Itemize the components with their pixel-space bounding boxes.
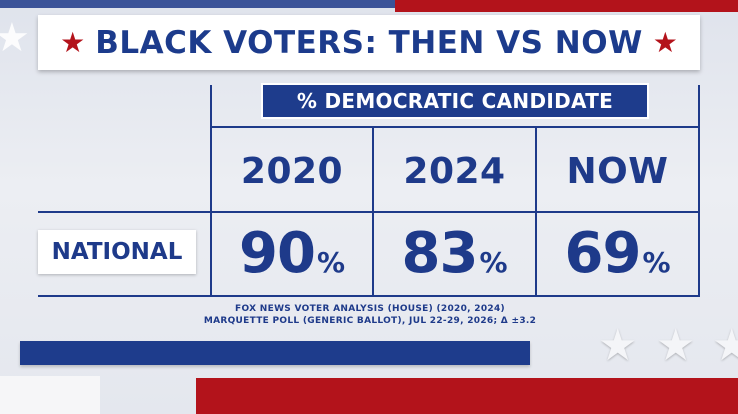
bottom-white-stripe xyxy=(0,376,100,414)
value-unit: % xyxy=(316,246,345,279)
value-unit: % xyxy=(642,246,671,279)
white-star-icon: ★ xyxy=(656,320,696,371)
value-now: 69% xyxy=(537,216,698,292)
bottom-red-stripe xyxy=(196,378,738,414)
column-header-now: NOW xyxy=(566,150,669,192)
top-blue-stripe xyxy=(0,0,395,8)
white-star-icon: ★ xyxy=(0,15,30,61)
row-label-national: NATIONAL xyxy=(38,230,196,274)
grid-line xyxy=(38,211,698,213)
column-group-header: % DEMOCRATIC CANDIDATE xyxy=(261,83,649,119)
grid-line xyxy=(38,295,700,297)
value-number: 83 xyxy=(401,221,479,286)
grid-line xyxy=(698,85,700,297)
title-banner: ★ BLACK VOTERS: THEN VS NOW ★ xyxy=(38,15,700,70)
column-header-2024: 2024 xyxy=(403,150,506,192)
value-number: 90 xyxy=(239,221,316,286)
white-star-icon: ★ xyxy=(598,320,638,371)
white-star-icon: ★ xyxy=(712,320,738,371)
bottom-blue-stripe xyxy=(20,341,530,365)
column-header-2020: 2020 xyxy=(240,150,344,192)
red-star-icon: ★ xyxy=(60,25,86,59)
page-title: BLACK VOTERS: THEN VS NOW xyxy=(95,24,643,61)
top-red-stripe xyxy=(395,0,738,12)
value-2020: 90% xyxy=(212,216,372,292)
value-2024: 83% xyxy=(374,216,535,292)
grid-line xyxy=(212,126,698,128)
source-line-2: MARQUETTE POLL (GENERIC BALLOT), JUL 22-… xyxy=(203,316,537,326)
value-unit: % xyxy=(479,246,508,279)
source-line-1: FOX NEWS VOTER ANALYSIS (HOUSE) (2020, 2… xyxy=(235,304,505,314)
value-number: 69 xyxy=(564,221,642,286)
red-star-icon: ★ xyxy=(652,25,678,59)
